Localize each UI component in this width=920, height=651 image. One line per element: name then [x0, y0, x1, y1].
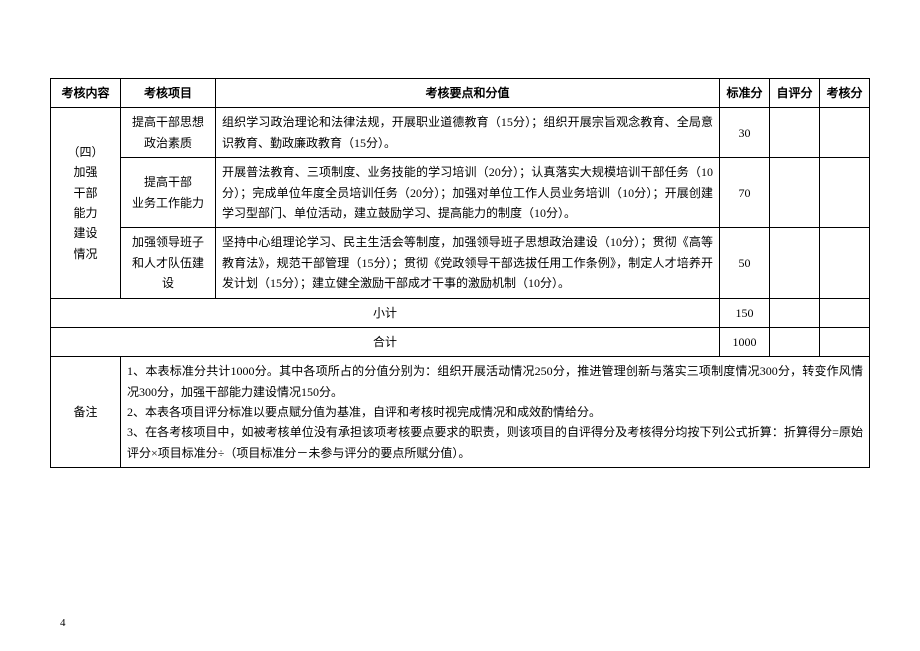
self-cell [770, 298, 820, 327]
remark-label: 备注 [51, 357, 121, 468]
total-std: 1000 [720, 327, 770, 356]
subtotal-row: 小计 150 [51, 298, 870, 327]
self-cell [770, 108, 820, 158]
assess-cell [820, 158, 870, 228]
total-row: 合计 1000 [51, 327, 870, 356]
total-label: 合计 [51, 327, 720, 356]
assess-cell [820, 228, 870, 298]
header-assess: 考核分 [820, 79, 870, 108]
self-cell [770, 158, 820, 228]
header-points: 考核要点和分值 [216, 79, 720, 108]
section-label: （四） 加强 干部 能力 建设 情况 [51, 108, 121, 298]
table-row: （四） 加强 干部 能力 建设 情况 提高干部思想 政治素质 组织学习政治理论和… [51, 108, 870, 158]
project-cell: 提高干部 业务工作能力 [121, 158, 216, 228]
assess-cell [820, 327, 870, 356]
page-number: 4 [60, 617, 66, 629]
project-cell: 加强领导班子 和人才队伍建设 [121, 228, 216, 298]
table-row: 提高干部 业务工作能力 开展普法教育、三项制度、业务技能的学习培训（20分）；认… [51, 158, 870, 228]
points-cell: 开展普法教育、三项制度、业务技能的学习培训（20分）；认真落实大规模培训干部任务… [216, 158, 720, 228]
subtotal-std: 150 [720, 298, 770, 327]
remark-content: 1、本表标准分共计1000分。其中各项所占的分值分别为：组织开展活动情况250分… [121, 357, 870, 468]
table-row: 加强领导班子 和人才队伍建设 坚持中心组理论学习、民主生活会等制度，加强领导班子… [51, 228, 870, 298]
self-cell [770, 228, 820, 298]
subtotal-label: 小计 [51, 298, 720, 327]
std-cell: 30 [720, 108, 770, 158]
assessment-table: 考核内容 考核项目 考核要点和分值 标准分 自评分 考核分 （四） 加强 干部 … [50, 78, 870, 468]
header-std: 标准分 [720, 79, 770, 108]
header-content: 考核内容 [51, 79, 121, 108]
header-project: 考核项目 [121, 79, 216, 108]
std-cell: 50 [720, 228, 770, 298]
points-cell: 组织学习政治理论和法律法规，开展职业道德教育（15分）；组织开展宗旨观念教育、全… [216, 108, 720, 158]
points-cell: 坚持中心组理论学习、民主生活会等制度，加强领导班子思想政治建设（10分）；贯彻《… [216, 228, 720, 298]
table-header-row: 考核内容 考核项目 考核要点和分值 标准分 自评分 考核分 [51, 79, 870, 108]
remark-row: 备注 1、本表标准分共计1000分。其中各项所占的分值分别为：组织开展活动情况2… [51, 357, 870, 468]
project-cell: 提高干部思想 政治素质 [121, 108, 216, 158]
std-cell: 70 [720, 158, 770, 228]
header-self: 自评分 [770, 79, 820, 108]
self-cell [770, 327, 820, 356]
assess-cell [820, 298, 870, 327]
assess-cell [820, 108, 870, 158]
